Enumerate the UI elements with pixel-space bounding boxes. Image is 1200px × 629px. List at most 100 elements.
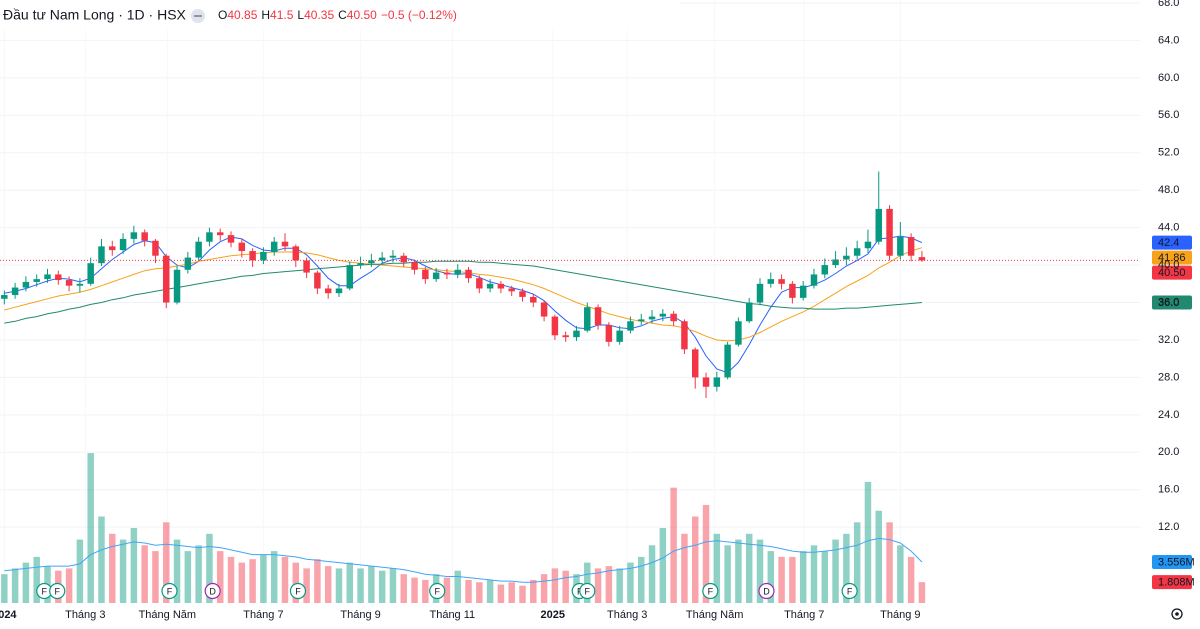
price-tag: [1152, 554, 1192, 569]
price-tag: [1152, 265, 1192, 280]
x-tick-label: 2024: [0, 609, 17, 621]
y-tick-label: 32.0: [1158, 334, 1179, 346]
volume-bar: [314, 559, 321, 603]
volume-bar: [270, 551, 278, 603]
ohlc-legend: O40.85 H41.5 L40.35 C40.50 −0.5 (−0.12%): [218, 8, 457, 22]
candle-body: [314, 272, 321, 289]
candle-body: [886, 208, 893, 256]
candle-body: [389, 255, 397, 258]
x-tick-label: Tháng 3: [65, 609, 105, 621]
y-tick-label: 64.0: [1158, 34, 1179, 46]
x-tick-label: Tháng 9: [340, 609, 380, 621]
volume-bar: [422, 579, 429, 603]
volume-bar: [184, 551, 192, 603]
ohlc-key: C: [338, 8, 347, 22]
candle-body: [195, 241, 202, 258]
candle-body: [249, 251, 256, 261]
candle-body: [130, 232, 138, 239]
volume-bar: [368, 566, 375, 603]
volume-bar: [216, 551, 224, 603]
y-tick-label: 12.0: [1158, 521, 1179, 533]
candle-body: [584, 307, 591, 331]
candle-body: [227, 235, 235, 243]
y-tick-label: 40.0: [1158, 259, 1179, 271]
x-tick-label: Tháng Năm: [139, 609, 196, 621]
volume-bar: [551, 568, 559, 603]
candle-body: [659, 313, 667, 317]
event-marker: [161, 582, 178, 600]
candle-body: [152, 240, 159, 256]
volume-bar: [33, 556, 40, 603]
volume-bar: [411, 577, 418, 603]
event-label: F: [295, 586, 301, 596]
candle-body: [691, 349, 699, 378]
candle-body: [335, 288, 343, 294]
ohlc-value: 40.35: [304, 8, 334, 22]
volume-bar: [756, 539, 764, 603]
candle-body: [216, 232, 224, 236]
volume-bar: [119, 539, 127, 603]
volume-bar: [735, 539, 742, 603]
ohlc-key: L: [297, 8, 304, 22]
volume-bar: [886, 522, 893, 603]
candle-body: [821, 265, 829, 275]
volume-bar: [292, 562, 300, 603]
candle-body: [368, 260, 375, 264]
ohlc-value: 41.5: [270, 8, 294, 22]
volume-bar: [713, 533, 721, 603]
y-tick-label: 52.0: [1158, 147, 1179, 159]
volume-bar: [616, 568, 623, 603]
x-tick-label: Tháng Năm: [686, 609, 743, 621]
candle-body: [735, 321, 742, 345]
candle-body: [724, 344, 731, 378]
volume-bar: [875, 510, 882, 603]
y-tick-label: 36.0: [1158, 296, 1179, 308]
volume-bar: [897, 545, 904, 603]
ohlc-value: 40.85: [227, 8, 257, 22]
candle-body: [422, 269, 429, 280]
header-bg: [0, 0, 680, 30]
volume-bar: [346, 562, 354, 603]
candle-body: [98, 246, 105, 264]
volume-bar: [843, 533, 850, 603]
candle-body: [832, 259, 839, 266]
candle-body: [163, 255, 170, 303]
candle-body: [616, 330, 623, 342]
volume-bar: [87, 453, 94, 603]
volume-bar: [324, 566, 332, 603]
volume-bar: [519, 585, 526, 603]
candle-body: [551, 316, 559, 336]
candle-body: [508, 288, 515, 292]
chart-title[interactable]: Đầu tư Nam Long · 1D · HSX: [3, 7, 187, 23]
candle-body: [843, 255, 850, 260]
candle-body: [357, 263, 364, 266]
candle-body: [238, 242, 246, 252]
volume-bar: [821, 551, 829, 603]
event-marker: [49, 582, 66, 600]
volume-bar: [249, 559, 256, 603]
y-tick-label: 56.0: [1158, 109, 1179, 121]
candle-body: [324, 288, 332, 294]
price-tag: [1152, 575, 1192, 590]
candle-body: [432, 272, 440, 280]
volume-bar: [864, 481, 872, 603]
candle-body: [497, 283, 505, 289]
candle-body: [799, 285, 807, 298]
volume-bar: [163, 522, 170, 603]
event-marker: [204, 582, 221, 600]
event-label: F: [585, 586, 591, 596]
volume-bar: [65, 568, 73, 603]
volume-bar: [745, 533, 753, 603]
volume-bar: [1, 574, 8, 603]
candle-body: [540, 302, 548, 317]
settings-icon[interactable]: [1171, 608, 1183, 620]
event-label: F: [167, 586, 173, 596]
event-marker: [579, 582, 596, 600]
volume-bar: [454, 570, 461, 603]
moving-average: [4, 247, 923, 342]
candle-body: [648, 316, 656, 320]
candle-body: [778, 279, 785, 284]
x-tick-label: 2025: [540, 609, 564, 621]
candle-body: [681, 321, 688, 350]
y-tick-label: 20.0: [1158, 446, 1179, 458]
